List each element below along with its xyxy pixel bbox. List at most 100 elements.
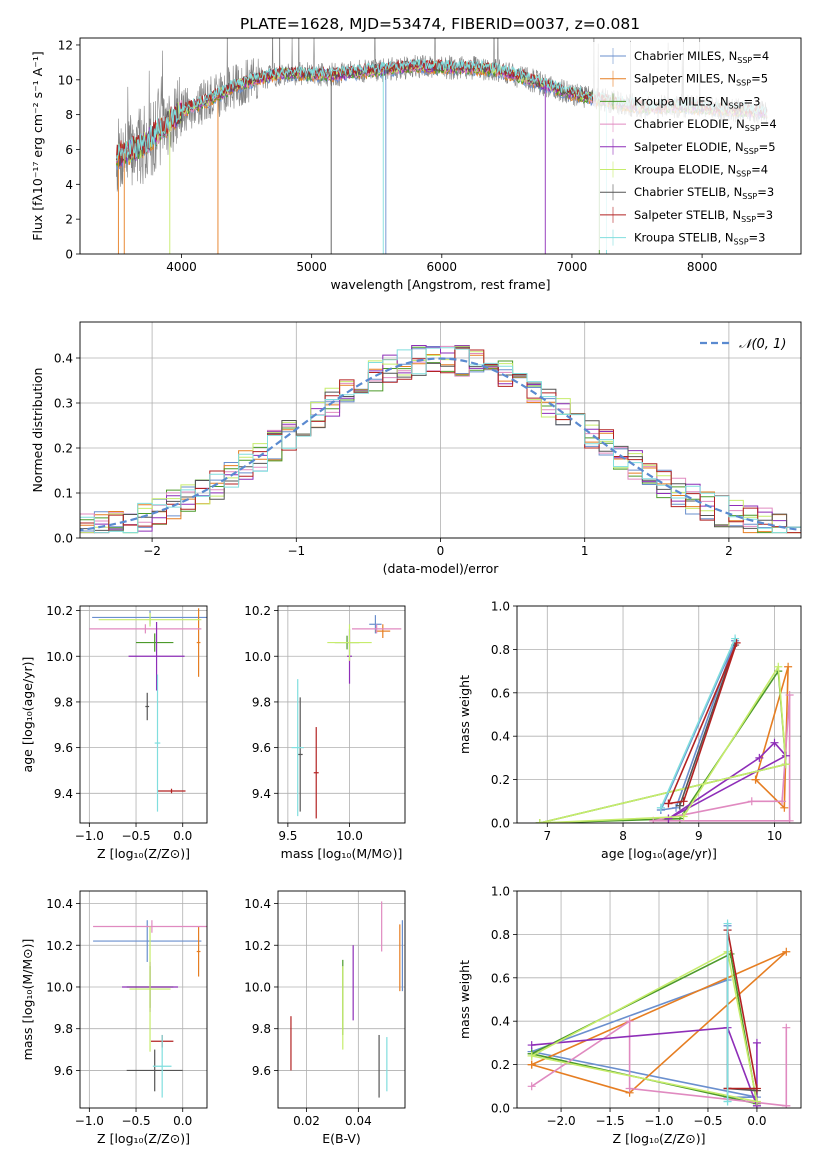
- x-tick-label: 1: [581, 544, 589, 558]
- legend-entry: Kroupa STELIB, NSSP=3: [600, 229, 766, 247]
- x-tick-label: 9: [695, 829, 703, 843]
- y-tick-label: 10.2: [46, 939, 73, 953]
- legend-entry: Salpeter MILES, NSSP=5: [600, 70, 768, 88]
- y-tick-label: 10.4: [46, 897, 73, 911]
- y-tick-label: 0.8: [491, 643, 510, 657]
- weight-marker: [780, 803, 789, 812]
- legend-box: [593, 42, 797, 250]
- y-tick-label: 0.4: [54, 352, 73, 366]
- legend-series-name: Chabrier STELIB, N: [634, 185, 742, 199]
- plot-area: [535, 634, 794, 823]
- y-tick-label: 0.2: [54, 442, 73, 456]
- legend-nssp: =3: [756, 208, 773, 222]
- weight-marker: [782, 947, 791, 956]
- data-point: [93, 920, 202, 962]
- panel-age_vs_Z: −1.0 −0.5 0.0 9.4 9.6 9.8 10.0 10.2 Z [log₁₀(Z/Z…: [20, 604, 208, 861]
- legend-nssp: =4: [760, 117, 777, 131]
- legend-subscript: SSP: [745, 124, 760, 133]
- plot-area: [115, 38, 768, 254]
- x-tick-label: 5000: [296, 260, 327, 274]
- weight-line-6: [679, 644, 736, 806]
- x-tick-label: −2: [143, 544, 161, 558]
- weight-marker: [782, 1023, 791, 1032]
- y-tick-label: 4: [65, 178, 73, 192]
- axes-frame: [79, 321, 802, 539]
- panel-massweight_vs_Z: −2.0 −1.5 −1.0 −0.5 0.0 0.0 0.2 0.4 0.6 0.8 1.0 Z […: [457, 885, 802, 1146]
- legend-nssp: =4: [751, 163, 768, 177]
- weight-marker: [781, 760, 790, 769]
- data-point: [157, 788, 186, 794]
- legend-nssp: =4: [752, 49, 769, 63]
- weight-marker: [723, 919, 732, 928]
- y-tick-label: 2: [65, 213, 73, 227]
- x-tick-label: 0.02: [293, 1114, 320, 1128]
- grid: [517, 605, 801, 824]
- legend-subscript: SSP: [741, 215, 756, 224]
- legend-entry: Kroupa ELODIE, NSSP=4: [600, 161, 768, 179]
- y-tick-label: 0.3: [54, 397, 73, 411]
- weight-line-3: [531, 1019, 788, 1107]
- legend-entry: Kroupa MILES, NSSP=3: [600, 93, 760, 110]
- y-tick-label: 9.4: [252, 787, 271, 801]
- data-point: [152, 1034, 172, 1098]
- x-axis-label: Z [log₁₀(Z/Z⊙)]: [613, 1131, 706, 1146]
- y-tick-label: 1.0: [491, 600, 510, 614]
- x-tick-label: 10.0: [336, 829, 363, 843]
- y-tick-label: 0.4: [491, 1015, 510, 1029]
- y-tick-label: 10.2: [46, 604, 73, 618]
- y-axis-label: mass weight: [457, 960, 472, 1039]
- y-tick-label: 9.4: [54, 787, 73, 801]
- legend-series-name: Kroupa MILES, N: [634, 94, 729, 108]
- weight-marker: [752, 1097, 761, 1106]
- x-tick-label: 4000: [166, 260, 197, 274]
- weight-marker: [527, 1082, 536, 1091]
- axes: 9.5 10.0 9.4 9.6 9.8 10.0 10.2 mass [log₁₀(M/M⊙…: [244, 604, 406, 861]
- y-tick-label: 0.0: [491, 817, 510, 831]
- legend-label: Chabrier STELIB, NSSP=3: [634, 185, 774, 201]
- x-tick-label: −1.0: [75, 1114, 104, 1128]
- weight-marker: [675, 801, 684, 810]
- x-tick-label: −0.5: [693, 1114, 722, 1128]
- legend-entry: Chabrier MILES, NSSP=4: [600, 48, 769, 65]
- weight-marker: [679, 812, 688, 821]
- weight-marker: [755, 753, 764, 762]
- weight-marker: [747, 797, 756, 806]
- weight-line-2: [539, 668, 787, 823]
- y-tick-label: 6: [65, 143, 73, 157]
- y-tick-label: 9.6: [252, 1064, 271, 1078]
- legend-subscript: SSP: [734, 238, 749, 247]
- weight-marker: [752, 1084, 761, 1093]
- weight-marker: [527, 1060, 536, 1069]
- legend-nssp: =5: [751, 72, 768, 86]
- legend-entry: Salpeter STELIB, NSSP=3: [600, 206, 773, 224]
- figure-title: PLATE=1628, MJD=53474, FIBERID=0037, z=0…: [240, 15, 640, 33]
- grid: [80, 606, 207, 823]
- legend-nssp: =3: [744, 94, 761, 108]
- legend-label: Salpeter ELODIE, NSSP=5: [634, 140, 776, 156]
- x-tick-label: −0.5: [121, 829, 150, 843]
- x-tick-label: 0.0: [747, 1114, 766, 1128]
- legend-series-name: Kroupa ELODIE, N: [634, 163, 736, 177]
- y-axis-label: mass [log₁₀(M/M⊙)]: [20, 939, 35, 1061]
- grid: [278, 891, 405, 1108]
- axes: −1.0 −0.5 0.0 9.6 9.8 10.0 10.2 10.4 Z [log₁₀(Z/…: [20, 890, 208, 1146]
- plot-area: [80, 345, 801, 534]
- weight-marker: [723, 1097, 732, 1106]
- x-tick-label: 7000: [557, 260, 588, 274]
- legend: 𝒩(0, 1): [700, 337, 786, 352]
- weight-marker: [527, 1051, 536, 1060]
- legend-nssp: =3: [749, 231, 766, 245]
- legend-series-name: Chabrier MILES, N: [634, 49, 737, 63]
- grid: [517, 890, 801, 1109]
- histogram-7: [80, 347, 801, 534]
- x-tick-label: 8: [619, 829, 627, 843]
- y-tick-label: 0.4: [491, 730, 510, 744]
- data-point: [297, 697, 303, 812]
- y-tick-label: 9.8: [252, 1022, 271, 1036]
- data-point: [313, 727, 319, 819]
- legend-series-name: Kroupa STELIB, N: [634, 231, 734, 245]
- weight-marker: [679, 797, 688, 806]
- y-tick-label: 0.6: [491, 686, 510, 700]
- data-point: [196, 608, 201, 677]
